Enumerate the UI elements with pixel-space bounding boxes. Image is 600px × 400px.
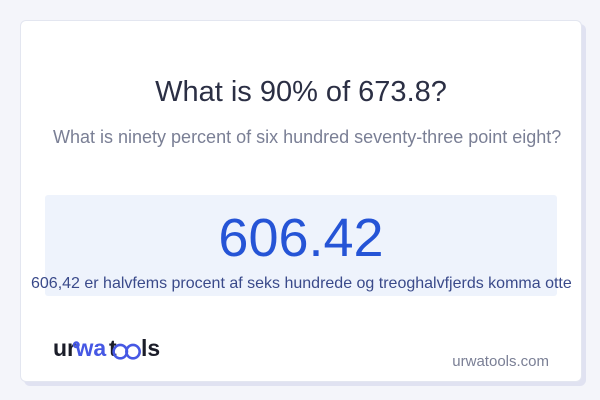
svg-text:wa: wa — [75, 335, 107, 361]
svg-text:ls: ls — [141, 335, 160, 361]
svg-text:ur: ur — [53, 335, 76, 361]
